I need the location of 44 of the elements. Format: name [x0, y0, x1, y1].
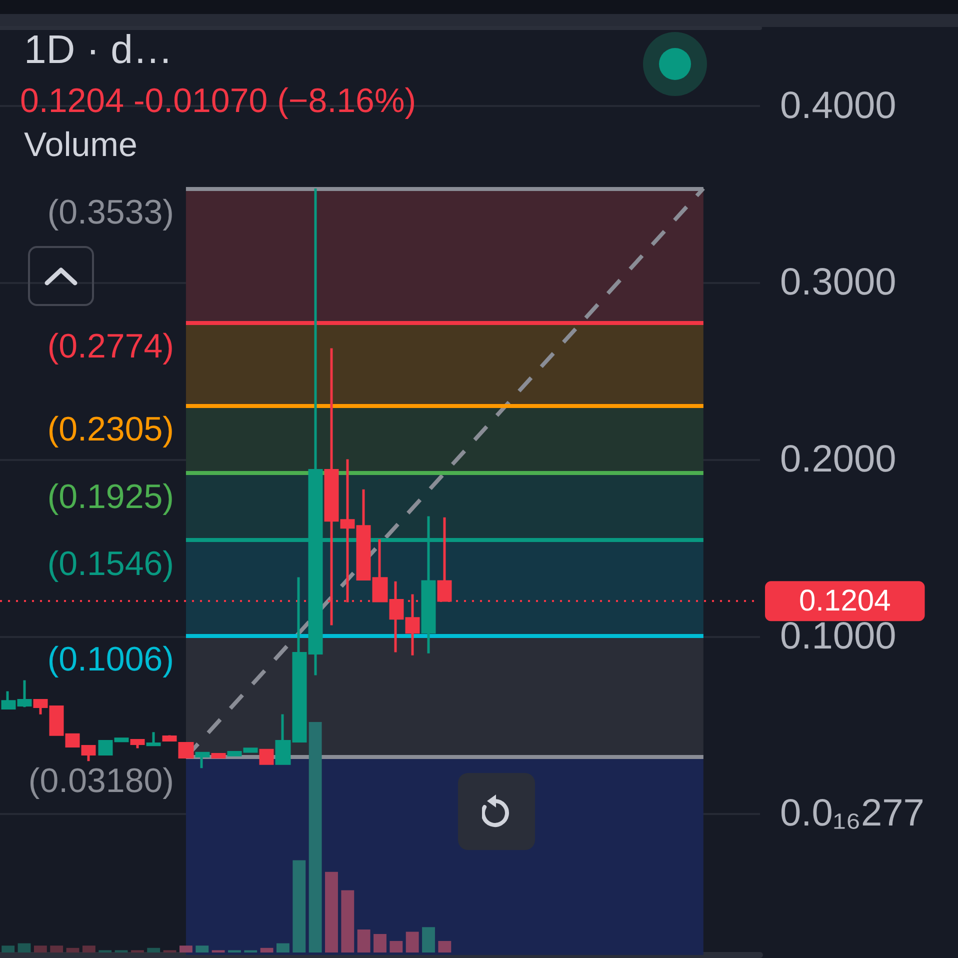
bar	[374, 934, 386, 952]
y-tick-label: 0.3000	[780, 262, 896, 304]
y-tick-label: 0.1000	[780, 616, 896, 658]
y-tick-label: 0.4000	[780, 84, 896, 127]
bar	[196, 946, 209, 952]
ref-line-label: (0.3533)	[47, 193, 174, 232]
candlestick	[211, 752, 226, 758]
bar	[179, 946, 192, 952]
y-tick-label: 0.0₁₆277	[780, 792, 924, 834]
candlestick	[178, 742, 194, 758]
candlestick	[162, 734, 177, 742]
ref-line-label: 0.1204	[799, 584, 891, 618]
ref-line-label: (0.1546)	[47, 544, 174, 583]
bar	[260, 948, 274, 952]
ref-line-label: (0.2305)	[47, 410, 174, 449]
bar	[147, 948, 160, 952]
ref-line-label: (0.2774)	[47, 328, 174, 366]
candlestick	[146, 730, 161, 746]
ref-line-label: (0.1925)	[47, 478, 174, 516]
candlestick	[259, 748, 274, 765]
bar	[308, 722, 322, 952]
candlestick	[195, 752, 210, 770]
bar	[406, 932, 419, 952]
bar	[66, 948, 80, 952]
bar	[422, 927, 435, 952]
chart-title: Volume	[24, 126, 138, 164]
candlestick	[130, 738, 145, 750]
bar	[357, 929, 370, 952]
bar	[18, 943, 31, 952]
bar	[82, 946, 96, 952]
bar	[34, 946, 47, 952]
y-tick-label: 0.2000	[780, 438, 896, 481]
bar	[341, 890, 354, 952]
bar	[276, 943, 290, 952]
bar	[390, 940, 403, 952]
chart-title: 1D · d…	[24, 28, 173, 72]
ref-line-label: (0.03180)	[28, 762, 174, 800]
bar	[50, 946, 64, 952]
bar	[2, 946, 15, 952]
bar	[292, 860, 306, 952]
bar	[325, 872, 338, 952]
ref-line-label: (0.1006)	[47, 640, 174, 679]
annotation: 0.1204 -0.01070 (−8.16%)	[20, 82, 416, 120]
bar	[438, 940, 452, 952]
